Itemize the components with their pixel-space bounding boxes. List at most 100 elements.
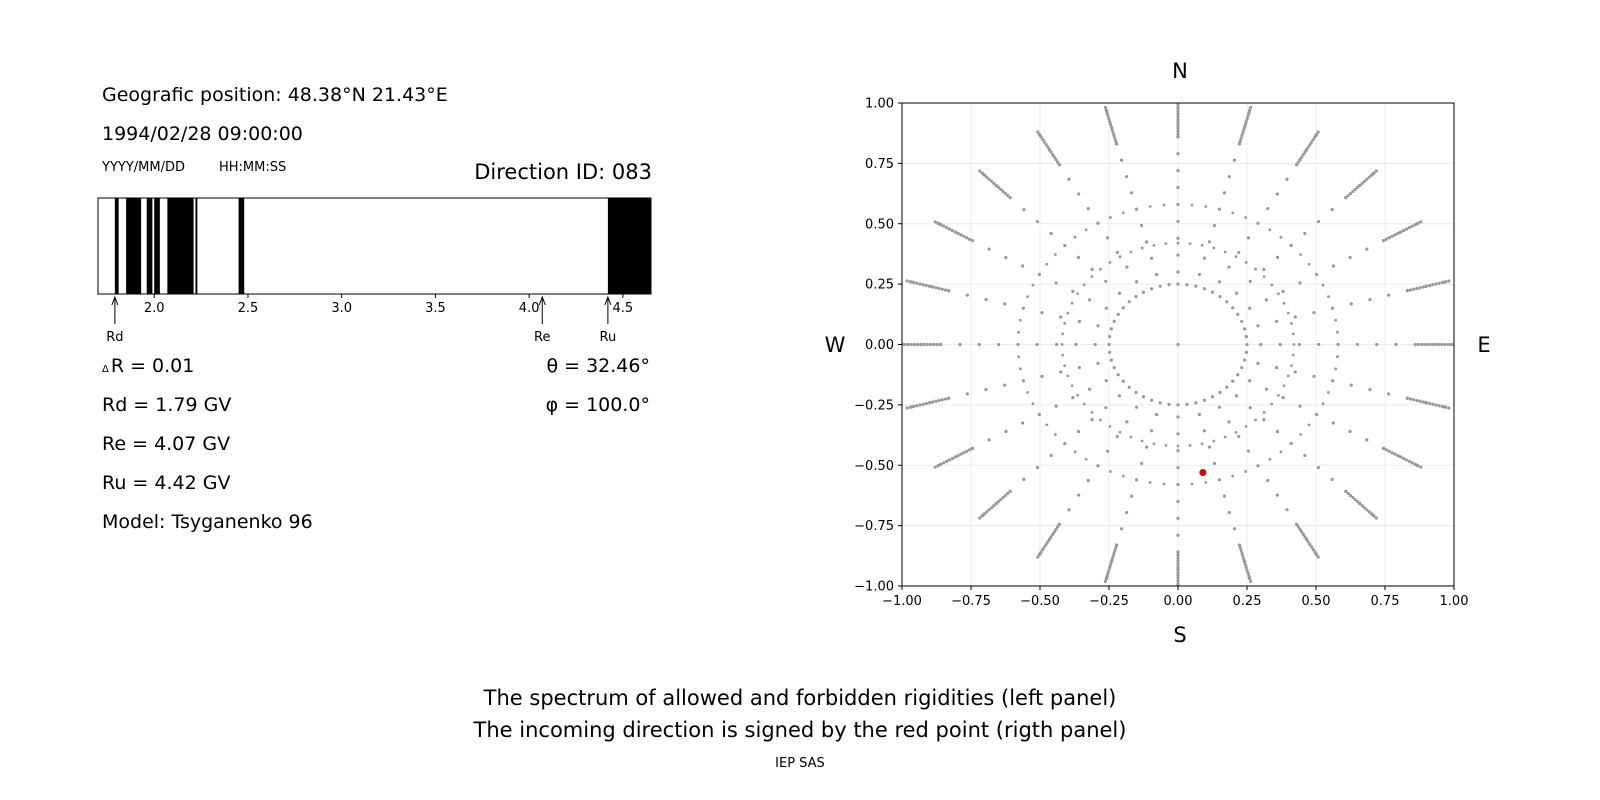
grid-point [1305,147,1309,152]
grid-point [1176,114,1180,119]
grid-point [1149,398,1154,402]
grid-point [1108,216,1112,219]
grid-point [1121,474,1125,478]
grid-point [1040,374,1044,378]
grid-point [1247,111,1251,115]
grid-point [1176,444,1180,448]
grid-point [1200,442,1204,446]
grid-point [1275,429,1280,434]
grid-point [1295,163,1299,167]
grid-point [1413,223,1417,227]
datetime: 1994/02/28 09:00:00 [102,123,303,145]
grid-point [1176,169,1180,173]
grid-point [1390,451,1394,455]
grid-point [1365,177,1369,181]
grid-point [1017,330,1020,334]
grid-point [1396,453,1400,458]
grid-point [1104,279,1108,283]
grid-point [1390,234,1394,238]
grid-point [1241,131,1245,135]
grid-point [939,223,943,227]
x-tick-label: 4.0 [519,301,540,316]
grid-point [1054,158,1058,162]
grid-point [1036,555,1040,559]
rigidity-spectrum-chart: 2.0 2.5 3.0 3.5 4.0 4.5 Rd Re Ru [97,197,652,345]
grid-point [992,181,996,185]
grid-point [1077,493,1081,497]
grid-point [1296,525,1300,529]
grid-point [1107,350,1112,354]
grid-point [1006,193,1010,198]
grid-point [1419,465,1423,469]
grid-point [1061,332,1065,336]
grid-point [1331,306,1335,310]
grid-point [937,286,941,291]
grid-point [1108,565,1112,570]
grid-point [1129,494,1134,498]
grid-point [1418,399,1422,403]
grid-point [980,514,984,518]
grid-point [1190,203,1194,207]
grid-point [1054,281,1058,285]
grid-point [1116,373,1120,377]
grid-point [1164,443,1168,447]
grid-point [1202,287,1207,291]
grid-point [1018,318,1022,322]
grid-point [1431,402,1435,406]
grid-point [933,465,937,469]
grid-point [1057,163,1061,167]
grid-point [1262,410,1266,414]
grid-point [1107,335,1112,339]
grid-point [1308,542,1312,547]
grid-point [1135,405,1139,409]
direction-scatter-chart: −1.00 −0.75 −0.50 −0.25 0.00 0.25 0.50 0.75 1.00… [825,59,1491,647]
grid-point [1108,119,1112,124]
grid-point [989,506,994,510]
grid-point [1301,532,1305,537]
grid-point [1149,287,1154,291]
grid-point [1144,445,1149,449]
grid-point [1334,367,1338,371]
grid-point [1285,508,1289,512]
grid-point [1246,571,1250,575]
grid-point [1443,342,1447,347]
grid-point [1129,435,1133,439]
date-format-label: YYYY/MM/DD [102,160,185,175]
grid-point [1001,189,1005,194]
grid-point [1176,120,1180,124]
grid-point [1063,364,1067,367]
grid-point [959,233,963,237]
x-tick-label: 0.75 [1371,594,1400,609]
grid-point [1370,512,1374,516]
grid-point [1042,545,1047,549]
marker-arrowhead [538,295,546,306]
x-tick-label: 2.0 [144,301,165,316]
grid-point [1413,462,1417,466]
grid-point [1096,464,1100,468]
grid-point [1086,206,1090,211]
compass-west: W [825,333,846,357]
grid-point [985,510,989,514]
forbidden-band [114,198,119,294]
grid-point [1424,401,1429,405]
grid-point [1348,429,1352,434]
grid-point [1276,393,1280,397]
grid-point [1313,135,1317,139]
grid-point [1176,236,1180,240]
grid-point [1286,311,1290,315]
grid-point [1365,247,1369,251]
grid-point [1360,504,1364,508]
grid-point [1067,508,1071,512]
grid-point [1399,230,1403,234]
grid-point [1042,140,1047,144]
grid-point [1243,358,1247,362]
grid-point [1402,456,1406,461]
grid-point [1056,525,1060,529]
grid-point [1176,516,1180,520]
grid-point [1109,125,1114,129]
grid-point [932,342,936,347]
grid-point [1107,568,1111,572]
grid-point [1440,404,1445,409]
grid-point [918,403,922,407]
grid-point [1268,457,1272,461]
